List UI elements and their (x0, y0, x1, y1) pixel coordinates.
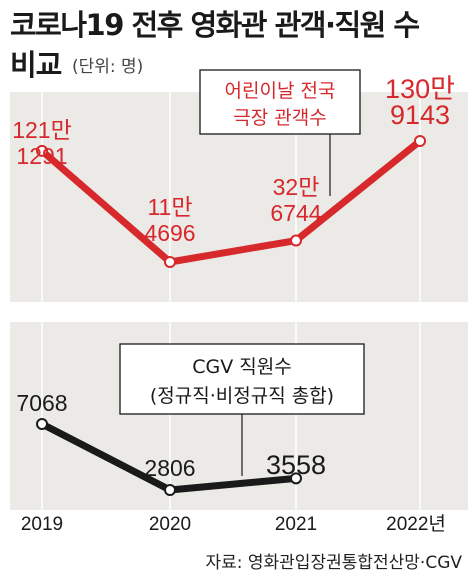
chart-title-line2: 비교 (10, 42, 62, 84)
audience-point-3 (414, 135, 426, 147)
x-tick-label-2: 2021 (275, 514, 317, 535)
audience-value-label-3-1: 9143 (390, 100, 450, 130)
audience-value-label-1-0: 11만 (147, 194, 192, 220)
callout-bottom-line2: (정규직·비정규직 총합) (150, 385, 334, 407)
callout-top-line2: 극장 관객수 (233, 107, 326, 129)
audience-point-0 (36, 144, 48, 157)
callout-box-bottom (119, 343, 365, 415)
callout-top-line1: 어린이날 전국 (225, 80, 336, 102)
audience-value-label-0-0: 121만 (12, 117, 72, 143)
audience-point-2 (290, 234, 302, 247)
x-tick-label-1: 2020 (149, 514, 191, 535)
staff-point-2 (290, 472, 302, 485)
x-tick-label-0: 2019 (21, 514, 63, 535)
audience-point-1 (164, 256, 176, 268)
audience-value-label-3-0: 130만 (385, 74, 455, 104)
staff-value-label-0: 7068 (16, 390, 67, 416)
chart-title-suffix: 비교 (10, 48, 62, 82)
audience-value-label-0-1: 1291 (16, 143, 67, 169)
source-note: 자료: 영화관입장권통합전산망·CGV (205, 553, 462, 573)
unit-note: (단위: 명) (72, 57, 144, 77)
audience-value-label-1-1: 4696 (144, 220, 195, 246)
staff-point-0 (36, 418, 48, 430)
callout-bottom-line1: CGV 직원수 (192, 356, 291, 378)
audience-value-label-2-1: 6744 (270, 200, 321, 226)
staff-value-label-2: 3558 (266, 450, 326, 480)
callout-box-top (199, 69, 361, 135)
x-tick-label-3: 2022년 (386, 513, 446, 535)
staff-point-1 (164, 484, 176, 496)
audience-line (38, 137, 424, 266)
staff-value-label-1: 2806 (144, 455, 195, 481)
audience-value-label-2-0: 32만 (273, 174, 320, 200)
chart-title: 코로나19 전후 영화관 관객·직원 수 (10, 8, 420, 42)
